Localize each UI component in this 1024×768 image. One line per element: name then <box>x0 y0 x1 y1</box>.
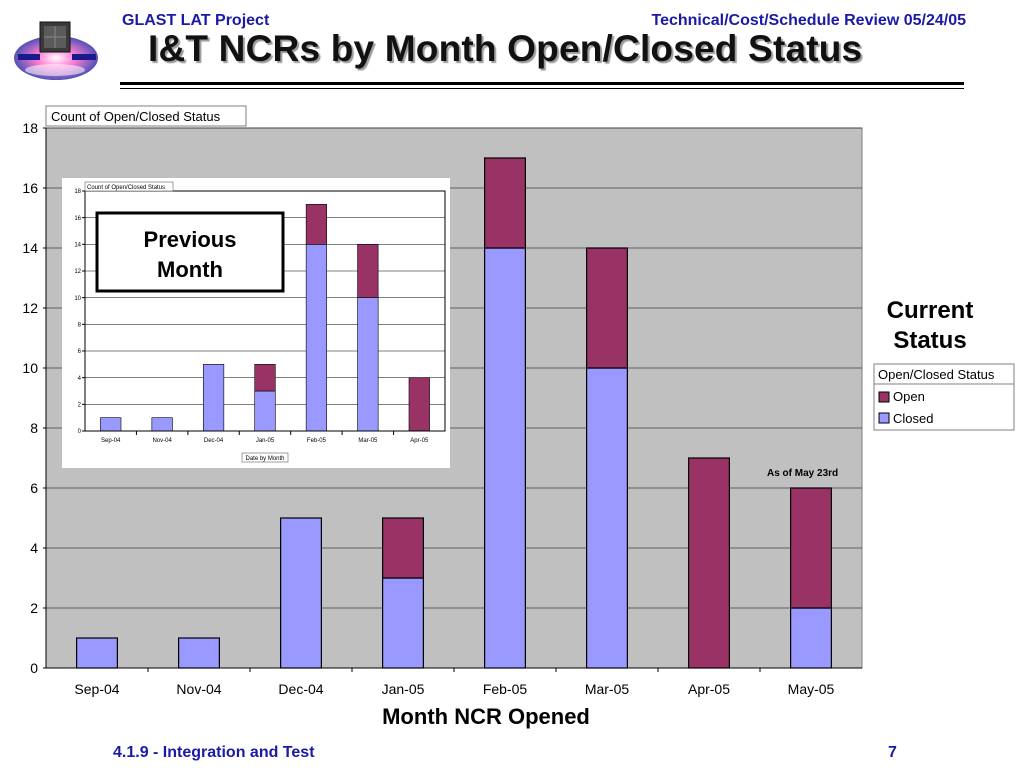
bar-closed <box>585 367 628 669</box>
project-name: GLAST LAT Project <box>122 12 270 29</box>
y-tick-label: 6 <box>78 349 82 355</box>
legend: Open/Closed Status Open Closed <box>873 363 1015 431</box>
previous-month-label-line1: Previous <box>144 227 237 252</box>
bar-open <box>687 457 730 669</box>
bar-closed <box>75 637 118 669</box>
y-tick-label: 18 <box>74 189 81 195</box>
y-tick-label: 8 <box>78 322 82 328</box>
y-tick-label: 0 <box>78 429 82 435</box>
y-tick-label: 2 <box>30 600 38 616</box>
legend-title: Open/Closed Status <box>878 367 995 382</box>
x-tick-label: Jan-05 <box>256 438 275 444</box>
previous-month-label-line2: Month <box>157 257 223 282</box>
bar-closed <box>357 297 379 432</box>
bar-closed <box>382 577 425 669</box>
main-chart-title: Count of Open/Closed Status <box>51 109 221 124</box>
inset-x-label-box <box>241 452 289 463</box>
bar-closed <box>305 244 328 432</box>
y-tick-label: 6 <box>30 480 38 496</box>
bar-open <box>789 487 832 609</box>
x-tick-label: Sep-04 <box>101 438 121 444</box>
inset-title-box <box>84 181 174 192</box>
x-tick-label: Mar-05 <box>358 438 378 444</box>
x-tick-label: Feb-05 <box>483 681 528 697</box>
bar-open <box>254 364 276 392</box>
footer-section: 4.1.9 - Integration and Test <box>113 744 315 761</box>
bar-closed <box>100 417 122 432</box>
y-tick-label: 8 <box>30 420 38 436</box>
y-tick-label: 16 <box>74 216 81 222</box>
bar-open <box>408 377 430 432</box>
review-title: Technical/Cost/Schedule Review 05/24/05 <box>651 12 966 29</box>
main-x-axis-label: Month NCR Opened <box>382 704 590 729</box>
y-tick-label: 14 <box>22 240 38 256</box>
bar-closed <box>484 247 527 669</box>
x-tick-label: Apr-05 <box>688 681 730 697</box>
glast-logo-icon <box>14 21 98 80</box>
y-tick-label: 4 <box>30 540 38 556</box>
current-status-line1: Current <box>887 297 974 324</box>
bar-open <box>484 157 527 249</box>
x-tick-label: Dec-04 <box>204 438 224 444</box>
x-tick-label: Jan-05 <box>382 681 425 697</box>
bar-closed <box>202 364 225 432</box>
header-rule <box>120 82 964 85</box>
bar-closed <box>178 637 221 669</box>
y-tick-label: 12 <box>74 269 81 275</box>
bar-open <box>382 517 425 579</box>
bar-open <box>357 244 379 298</box>
bar-closed <box>789 607 832 669</box>
y-tick-label: 10 <box>74 296 81 302</box>
x-tick-label: Dec-04 <box>278 681 323 697</box>
inset-chart: 0 2 4 6 8 10 12 14 16 18 Sep-04 Nov-04 Dec-04 Jan-05 F… <box>62 178 450 468</box>
bar-open <box>585 247 628 369</box>
x-tick-label: Sep-04 <box>74 681 119 697</box>
legend-label-closed: Closed <box>893 411 933 426</box>
inset-title: Count of Open/Closed Status <box>87 185 165 191</box>
page-title: I&T NCRs by Month Open/Closed Status <box>148 28 863 69</box>
bar-closed <box>280 517 323 669</box>
y-tick-label: 12 <box>22 300 38 316</box>
y-tick-label: 0 <box>30 660 38 676</box>
y-tick-label: 18 <box>22 120 38 136</box>
y-tick-label: 4 <box>78 376 82 382</box>
footer-page-number: 7 <box>888 744 897 761</box>
bar-open <box>305 204 328 245</box>
inset-x-axis-label: Date by Month <box>245 456 284 462</box>
legend-swatch-open <box>878 391 890 403</box>
y-tick-label: 2 <box>78 402 82 408</box>
previous-month-callout <box>95 211 285 293</box>
legend-label-open: Open <box>893 389 925 404</box>
x-tick-label: May-05 <box>788 681 835 697</box>
bar-closed <box>254 390 276 432</box>
main-chart-title-box <box>45 105 247 127</box>
current-status-line2: Status <box>893 327 966 354</box>
header-rule-thin <box>120 88 964 89</box>
y-tick-label: 10 <box>22 360 38 376</box>
y-tick-label: 16 <box>22 180 38 196</box>
y-tick-label: 14 <box>74 242 81 248</box>
x-tick-label: Apr-05 <box>410 438 429 444</box>
x-tick-label: Feb-05 <box>307 438 327 444</box>
x-tick-label: Mar-05 <box>585 681 630 697</box>
bar-closed <box>151 417 173 432</box>
legend-swatch-closed <box>878 412 890 424</box>
x-tick-label: Nov-04 <box>176 681 221 697</box>
x-tick-label: Nov-04 <box>152 438 172 444</box>
legend-box <box>873 363 1015 431</box>
as-of-annotation: As of May 23rd <box>767 468 838 479</box>
